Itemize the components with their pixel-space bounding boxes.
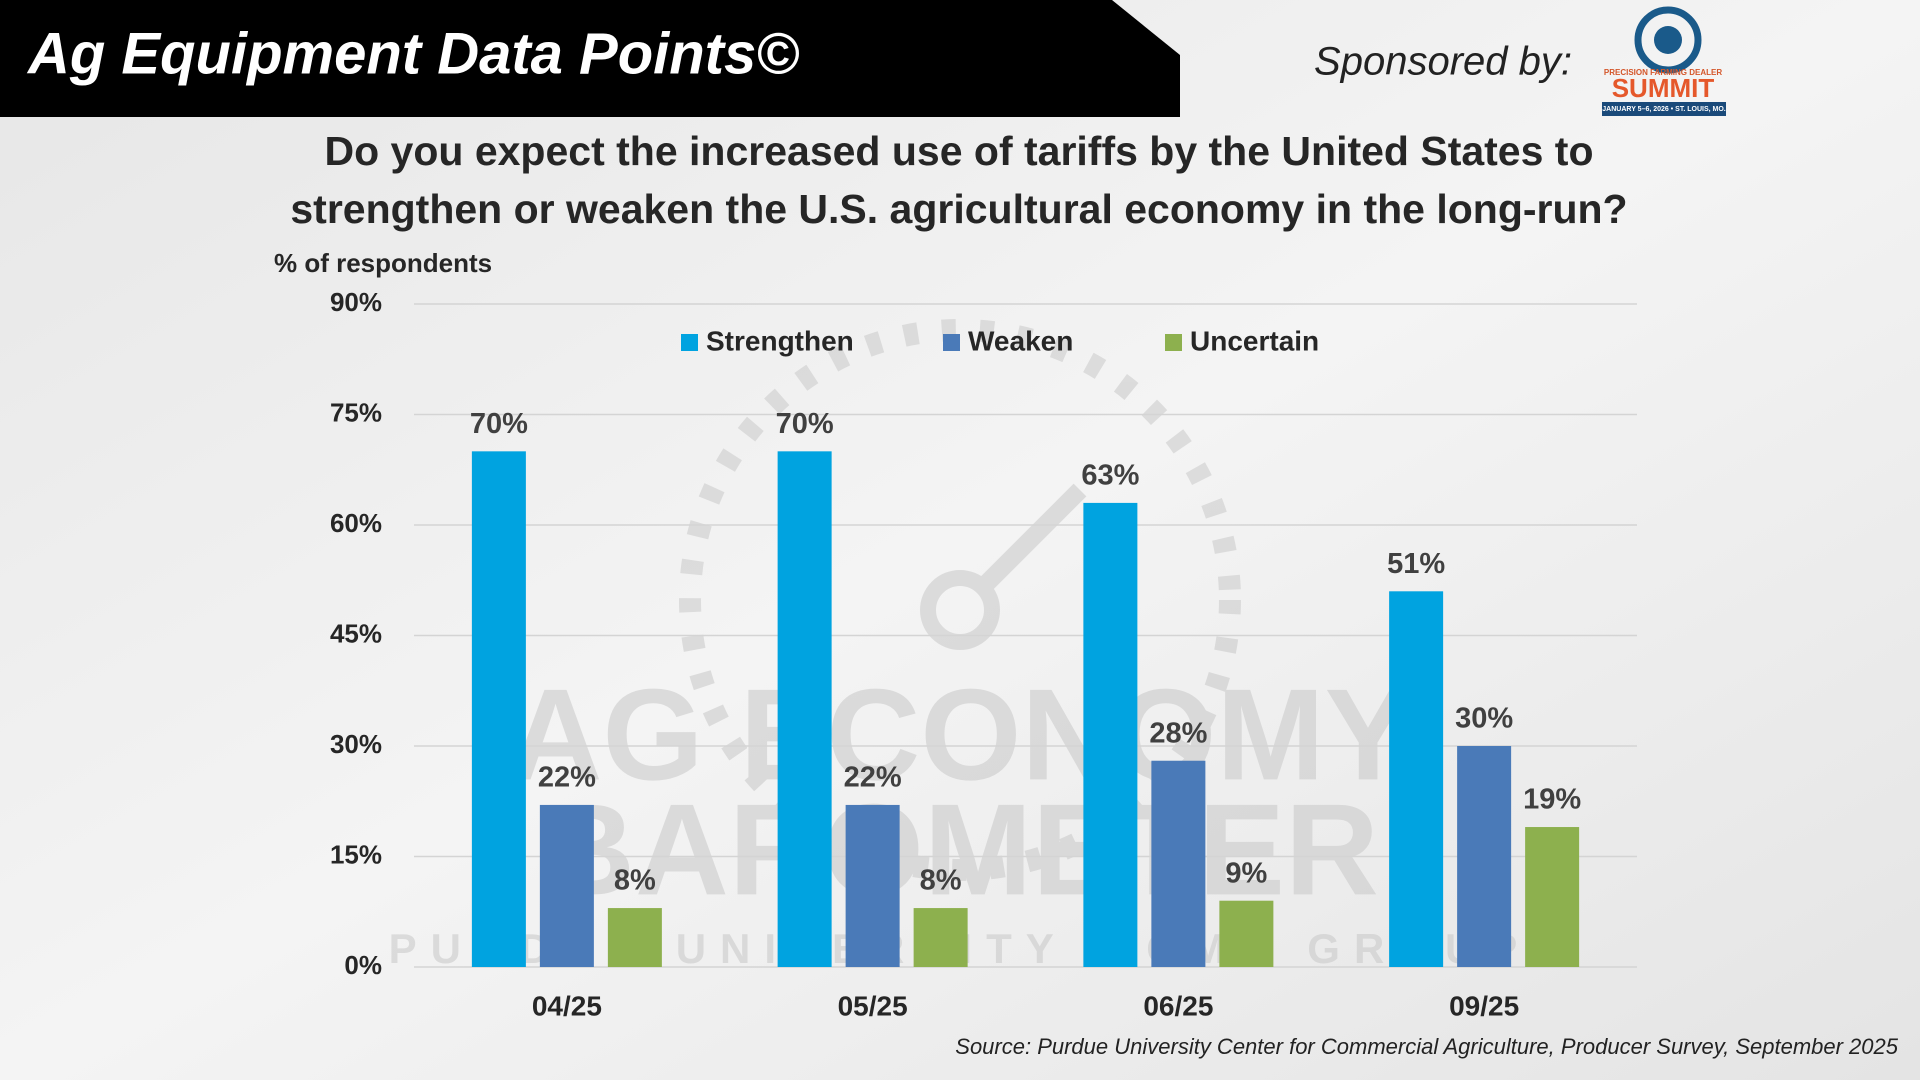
bar <box>539 804 594 967</box>
x-tick-label: 06/25 <box>1143 990 1213 1021</box>
sponsor-logo: PRECISION FARMING DEALER SUMMIT JANUARY … <box>1602 6 1726 116</box>
data-label: 30% <box>1455 703 1513 735</box>
data-label: 22% <box>538 762 596 794</box>
data-label: 22% <box>844 762 902 794</box>
data-label: 8% <box>614 865 656 897</box>
bar <box>913 908 968 967</box>
bar <box>471 451 526 967</box>
y-tick-label: 75% <box>330 397 382 427</box>
bar <box>845 804 900 967</box>
logo-strip <box>1602 102 1726 116</box>
data-label: 9% <box>1225 857 1267 889</box>
y-tick-label: 60% <box>330 508 382 538</box>
logo-text: SUMMIT <box>1612 73 1715 103</box>
bar <box>1457 746 1512 967</box>
header-title: Ag Equipment Data Points© <box>26 21 799 86</box>
x-tick-label: 09/25 <box>1449 990 1519 1021</box>
legend-swatch <box>1165 334 1182 351</box>
bar <box>1525 827 1580 967</box>
data-label: 19% <box>1523 784 1581 816</box>
sponsor-label: Sponsored by: <box>1314 40 1572 84</box>
logo-text: JANUARY 5–6, 2026 • ST. LOUIS, MO. <box>1602 106 1725 113</box>
chart-title: strengthen or weaken the U.S. agricultur… <box>290 186 1627 232</box>
bar <box>1389 591 1444 967</box>
watermark-needle <box>973 483 1087 597</box>
chart-title: Do you expect the increased use of tarif… <box>325 128 1594 174</box>
y-tick-label: 45% <box>330 618 382 648</box>
logo-ring <box>1634 6 1702 74</box>
bar <box>1083 502 1138 967</box>
legend-label: Uncertain <box>1190 325 1319 356</box>
data-label: 63% <box>1081 460 1139 492</box>
y-tick-label: 30% <box>330 729 382 759</box>
watermark-text: BAROMETER <box>541 776 1379 922</box>
logo-text: PRECISION FARMING DEALER <box>1604 68 1722 77</box>
data-label: 8% <box>920 865 962 897</box>
watermark-text: AG ECONOMY <box>509 661 1412 807</box>
y-tick-label: 90% <box>330 287 382 317</box>
legend-swatch <box>681 334 698 351</box>
bar <box>1151 760 1206 967</box>
data-label: 28% <box>1149 717 1207 749</box>
data-label: 70% <box>776 408 834 440</box>
x-tick-label: 04/25 <box>532 990 602 1021</box>
y-axis-label: % of respondents <box>274 248 492 278</box>
logo-dot <box>1654 26 1682 54</box>
y-tick-label: 15% <box>330 839 382 869</box>
legend-label: Strengthen <box>706 325 854 356</box>
header-banner <box>0 0 1180 117</box>
watermark-dial <box>679 319 1241 881</box>
bar <box>777 451 832 967</box>
legend-swatch <box>943 334 960 351</box>
data-label: 51% <box>1387 548 1445 580</box>
data-label: 70% <box>470 408 528 440</box>
bar <box>1219 900 1274 967</box>
legend-label: Weaken <box>968 325 1073 356</box>
bar <box>607 908 662 967</box>
source-note: Source: Purdue University Center for Com… <box>955 1034 1898 1059</box>
y-tick-label: 0% <box>344 950 382 980</box>
watermark-hub <box>920 570 1000 650</box>
x-tick-label: 05/25 <box>838 990 908 1021</box>
